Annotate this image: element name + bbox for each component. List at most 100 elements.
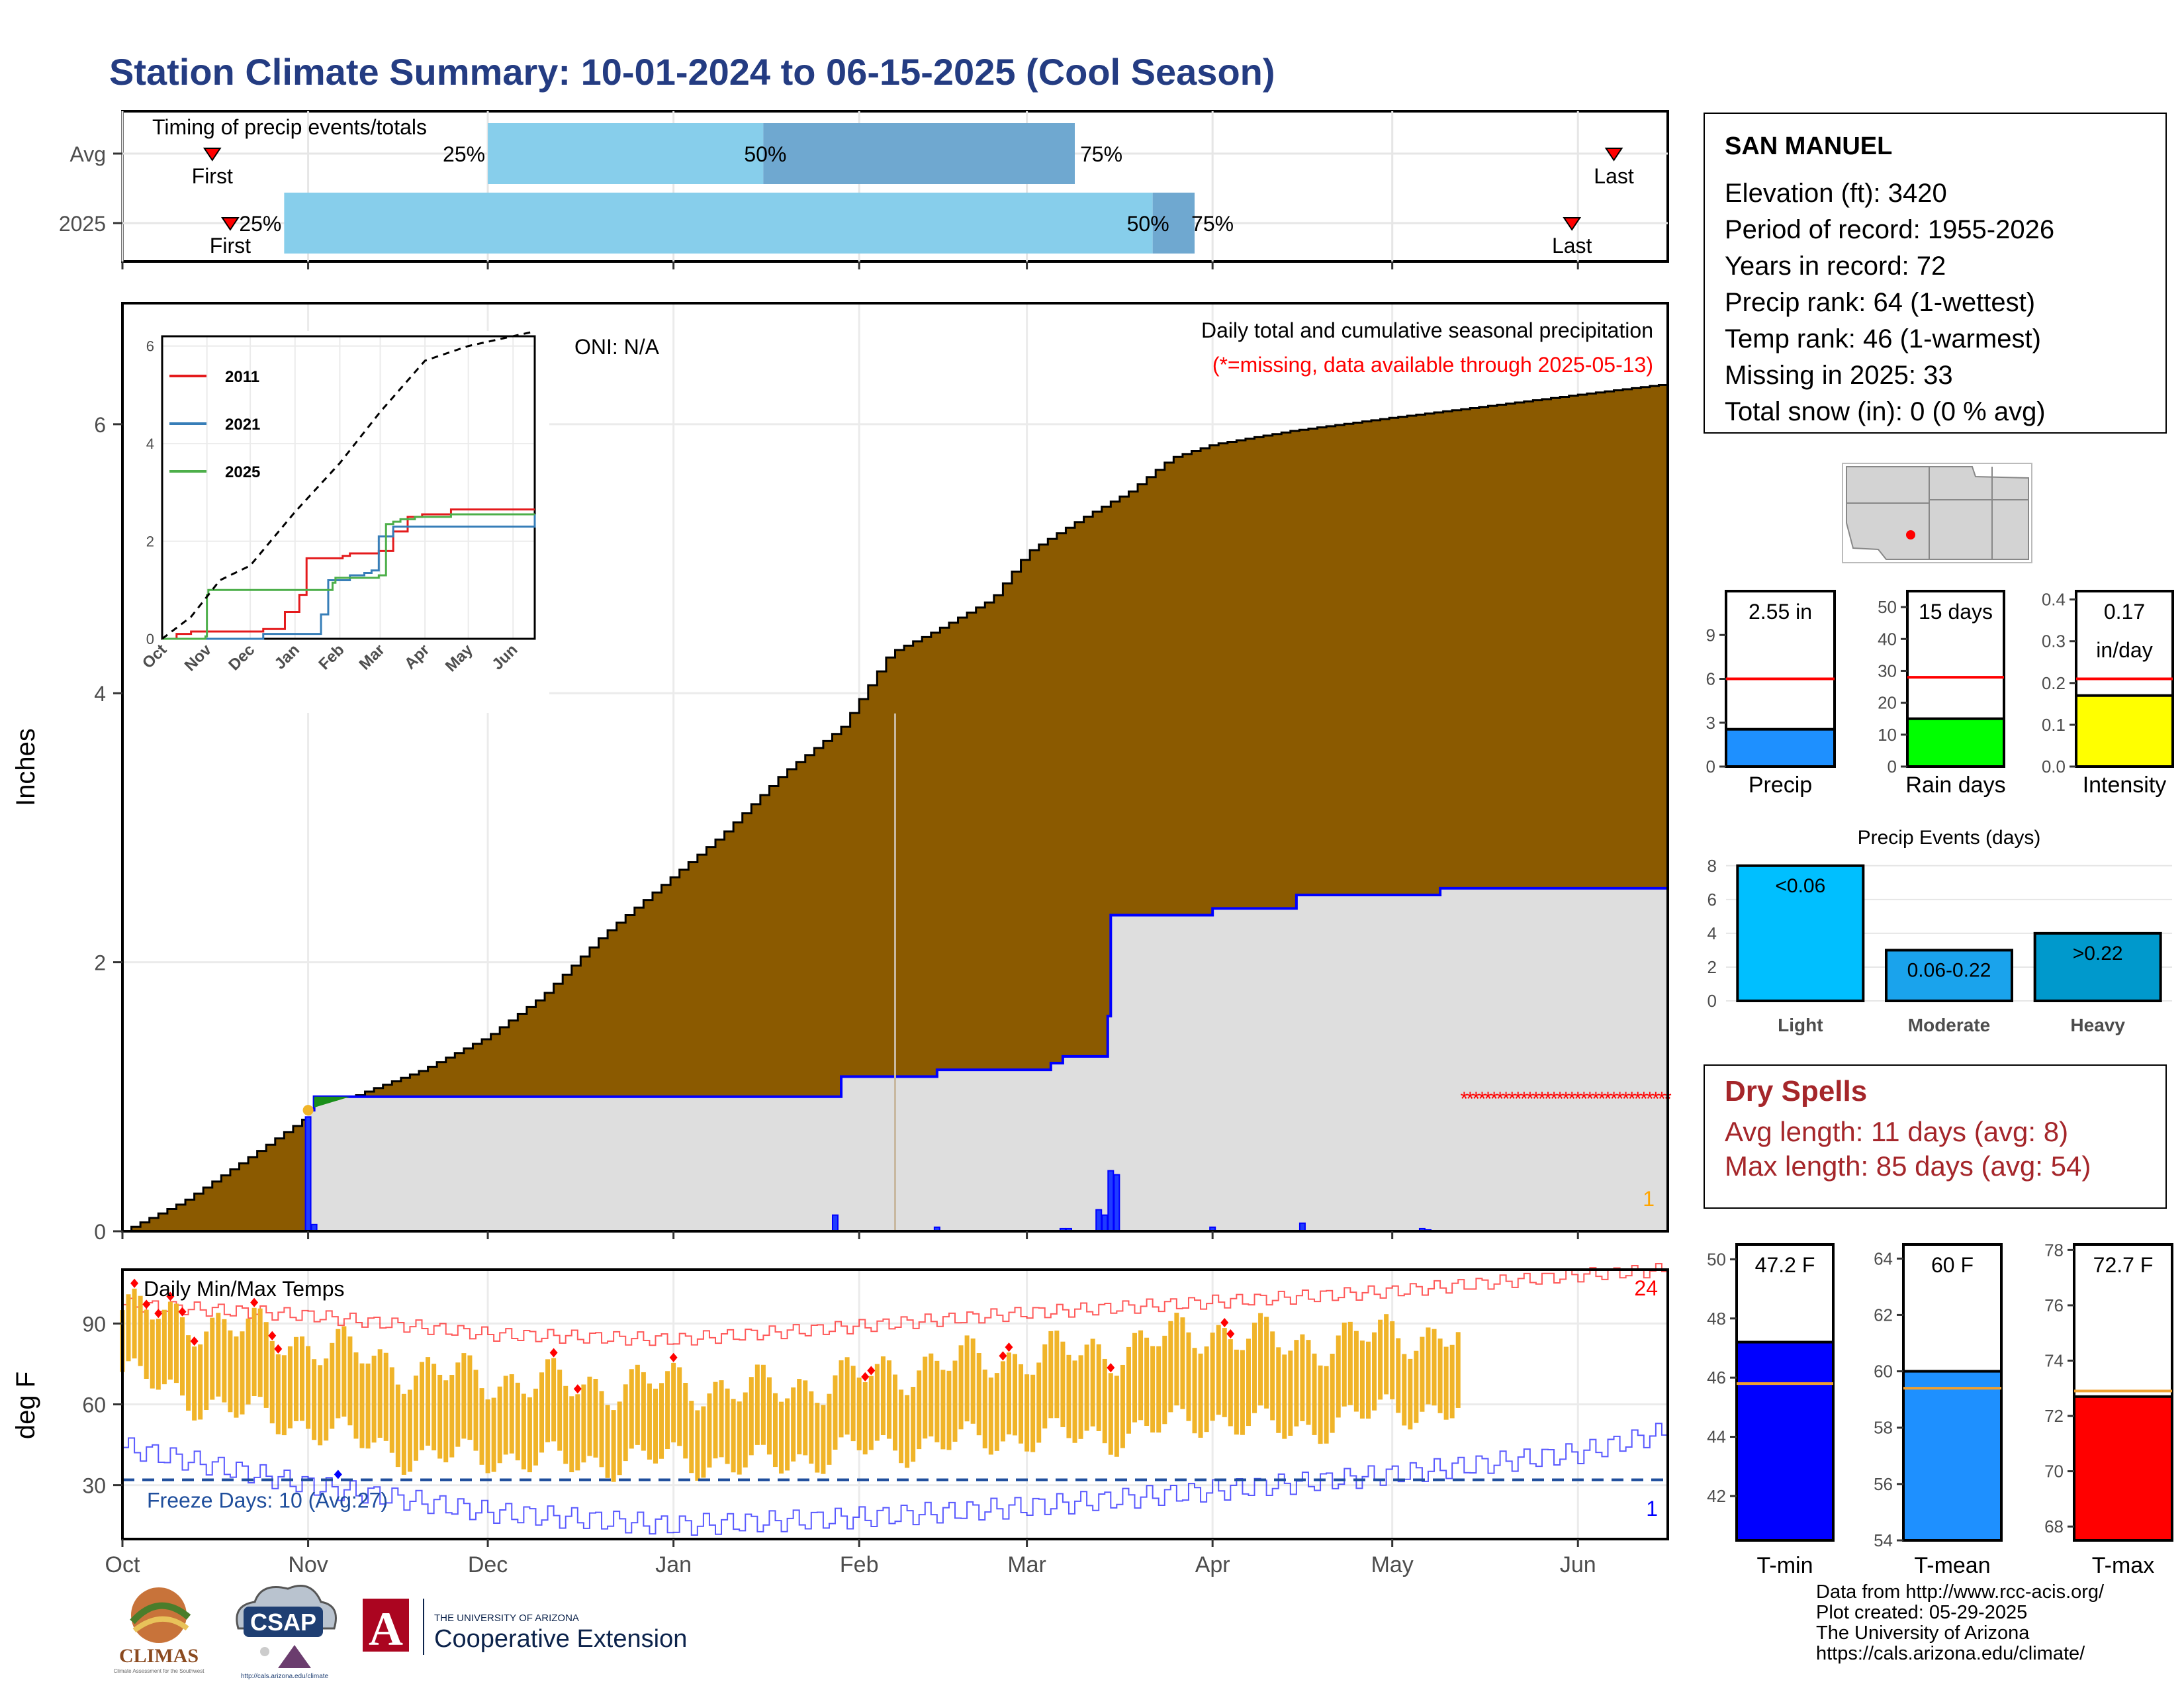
events-bar-heavy [2033,931,2162,1002]
rain_gauge-ytick-label: 10 [1878,725,1897,745]
daily-temp-bar [868,1376,874,1450]
timing-last-label: Last [1594,164,1634,188]
daily-temp-bar [138,1295,143,1366]
daily-temp-bar [766,1377,772,1455]
missing-data-marker: * [1580,1088,1588,1110]
oni-label: ONI: N/A [574,335,660,359]
daily-temp-bar [1420,1336,1425,1412]
daily-precip-bar [1095,1209,1103,1233]
missing-data-marker: * [1479,1088,1486,1110]
daily-temp-bar [749,1377,754,1456]
daily-temp-bar [1402,1354,1407,1426]
daily-temp-bar [695,1410,700,1481]
daily-temp-bar [886,1360,891,1439]
daily-temp-bar [1353,1331,1359,1412]
climas-logo: CLIMAS Climate Assessment for the Southw… [103,1579,215,1678]
daily-temp-bar [300,1336,305,1421]
csap-logo: CSAP http://cals.arizona.edu/climate [225,1579,344,1681]
inset-ytick-label: 2 [146,534,154,550]
inset-legend-label-2021: 2021 [225,416,260,434]
daily-temp-bar [1013,1354,1018,1436]
daily-temp-bar [1347,1321,1353,1405]
daily-temp-bar [336,1329,341,1419]
tmax_gauge-ytick-label: 68 [2044,1517,2064,1536]
daily-temp-bar [754,1364,760,1445]
inset-series-2011 [162,508,535,640]
daily-temp-bar [551,1358,557,1442]
record-high-count: 24 [1634,1276,1658,1300]
station-missing: Missing in 2025: 33 [1725,361,1953,390]
daily-temp-bar [1036,1362,1042,1443]
daily-temp-bar [132,1288,137,1359]
timing-bar-q25-q50-2025 [284,193,1153,254]
tmax_gauge-caption: T-max [2092,1553,2154,1578]
daily-temp-bar [862,1382,868,1455]
daily-temp-bar [760,1364,766,1445]
svg-text:THE UNIVERSITY OF ARIZONA: THE UNIVERSITY OF ARIZONA [434,1613,579,1624]
cumulative-ytick-label: 2 [94,951,106,975]
daily-precip-bar [304,1116,312,1232]
daily-temp-bar [665,1371,670,1450]
month-label-Nov: Nov [288,1552,328,1577]
month-label-May: May [1371,1552,1414,1577]
daily-temp-bar [844,1357,850,1435]
daily-temp-bar [1090,1338,1095,1427]
daily-temp-bar [635,1364,640,1445]
rain_gauge-caption: Rain days [1905,773,2005,798]
daily-temp-bar [1120,1364,1125,1448]
daily-temp-bar [228,1330,233,1413]
daily-temp-bar [1150,1346,1156,1433]
events-ytick-label: 0 [1707,991,1717,1011]
month-label-Apr: Apr [1195,1552,1230,1577]
daily-temp-bar [204,1331,209,1411]
inset-ytick-label: 6 [146,338,154,355]
daily-temp-bar [1437,1338,1443,1413]
daily-temp-bar [719,1380,724,1458]
tmean_gauge-ytick-label: 56 [1874,1474,1893,1494]
missing-data-marker: * [1520,1088,1528,1110]
rain_gauge-ytick-label: 20 [1878,693,1897,713]
daily-temp-bar [874,1364,880,1441]
daily-temp-bar [371,1355,377,1443]
daily-temp-bar [222,1319,227,1403]
daily-temp-bar [641,1372,646,1451]
missing-data-marker: * [1640,1088,1648,1110]
events-category-light: Light [1778,1015,1823,1035]
station-snow: Total snow (in): 0 (0 % avg) [1725,397,2046,426]
daily-temp-bar [509,1374,514,1454]
rain_gauge-bar [1906,717,2005,769]
daily-temp-bar [365,1363,371,1449]
daily-temp-bar [1168,1321,1173,1413]
daily-temp-bar [449,1375,455,1458]
rain_gauge-ytick-label: 30 [1878,661,1897,680]
daily-temp-bar [1414,1350,1419,1423]
daily-temp-bar [167,1301,173,1380]
temperature-panel: Freeze Days: 10 (Avg:27) 30 60 90 Oct Nov Dec J… [11,1262,1669,1577]
daily-temp-bar [707,1393,712,1468]
precip_gauge-ytick-label: 3 [1706,713,1715,733]
daily-temp-bar [1443,1346,1449,1420]
timing-last-label: Last [1552,234,1592,258]
daily-temp-bar [1174,1313,1179,1406]
daily-temp-bar [737,1401,742,1475]
daily-temp-bar [976,1353,981,1436]
daily-temp-bar [341,1326,347,1417]
daily-temp-bar [701,1406,706,1478]
daily-temp-bar [1216,1325,1221,1415]
missing-data-marker: * [1598,1088,1606,1110]
missing-data-marker: * [1658,1088,1666,1110]
daily-temp-bar [629,1369,634,1449]
cumulative-y-axis-label: Inches [11,728,40,806]
daily-temp-bar [1108,1373,1113,1455]
daily-temp-bar [210,1317,215,1400]
timing-quantile-label: 75% [1191,212,1234,236]
cumulative-2025-area [308,888,1668,1231]
daily-temp-bar [426,1357,431,1446]
daily-temp-bar [312,1359,317,1440]
record-high-marker [867,1366,876,1376]
daily-temp-bar [821,1405,826,1474]
missing-data-marker: * [1592,1088,1600,1110]
cumulative-title: Daily total and cumulative seasonal prec… [1201,318,1653,342]
daily-temp-bar [725,1388,730,1464]
